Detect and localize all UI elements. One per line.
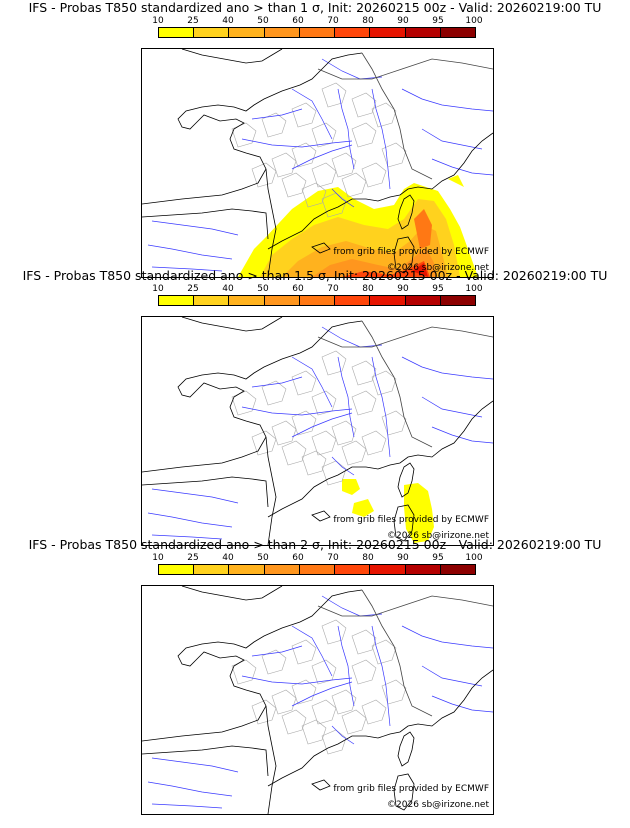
legend-swatch	[299, 28, 336, 37]
forecast-panel: IFS - Probas T850 standardized ano > tha…	[0, 268, 630, 546]
legend-swatch	[159, 296, 195, 305]
panel-title: IFS - Probas T850 standardized ano > tha…	[28, 0, 602, 15]
legend-swatch	[194, 565, 230, 574]
source-credit: from grib files provided by ECMWF	[333, 784, 489, 794]
legend-swatch	[264, 28, 300, 37]
legend-swatch	[370, 565, 406, 574]
legend-tick-label: 40	[222, 284, 234, 294]
probability-overlay	[238, 175, 478, 277]
legend-tick-label: 80	[362, 16, 374, 26]
legend-colorbar	[158, 27, 476, 38]
legend-tick-label: 70	[327, 16, 339, 26]
legend-tick-label: 70	[327, 553, 339, 563]
legend-swatch	[335, 565, 371, 574]
legend-tick-label: 10	[152, 16, 164, 26]
coastlines	[142, 317, 493, 545]
legend-swatch	[229, 296, 265, 305]
map-svg	[142, 317, 493, 545]
source-credit: from grib files provided by ECMWF	[333, 515, 489, 525]
color-legend: 10 25 40 50 60 70 80 90 95 100	[152, 284, 483, 308]
legend-colorbar	[158, 564, 476, 575]
legend-tick-label: 25	[187, 16, 199, 26]
rivers	[147, 326, 493, 540]
legend-tick-label: 60	[292, 284, 304, 294]
legend-swatch	[440, 28, 475, 37]
copyright-credit: ©2026 sb@irizone.net	[387, 531, 489, 541]
legend-swatch	[264, 565, 300, 574]
copyright-credit: ©2026 sb@irizone.net	[387, 263, 489, 273]
admin-borders	[231, 82, 407, 218]
legend-tick-label: 90	[397, 553, 409, 563]
legend-swatch	[159, 28, 195, 37]
legend-tick-label: 60	[292, 553, 304, 563]
admin-borders	[231, 619, 407, 755]
probability-overlay	[342, 479, 434, 543]
color-legend: 10 25 40 50 60 70 80 90 95 100	[152, 553, 483, 577]
legend-colorbar	[158, 295, 476, 306]
legend-tick-label: 70	[327, 284, 339, 294]
legend-tick-label: 100	[465, 16, 483, 26]
legend-tick-label: 40	[222, 16, 234, 26]
source-credit: from grib files provided by ECMWF	[333, 247, 489, 257]
legend-tick-label: 95	[432, 553, 444, 563]
legend-swatch	[229, 565, 265, 574]
legend-tick-label: 10	[152, 553, 164, 563]
legend-swatch	[335, 296, 371, 305]
legend-swatch	[405, 565, 441, 574]
map-area: from grib files provided by ECMWF ©2026 …	[141, 585, 494, 815]
legend-tick-label: 50	[257, 284, 269, 294]
rivers	[147, 595, 493, 809]
map-area: from grib files provided by ECMWF ©2026 …	[141, 316, 494, 546]
map-svg	[142, 586, 493, 814]
legend-tick-label: 90	[397, 16, 409, 26]
legend-tick-label: 50	[257, 553, 269, 563]
legend-swatch	[405, 296, 441, 305]
legend-tick-label: 40	[222, 553, 234, 563]
legend-swatch	[440, 565, 475, 574]
color-legend: 10 25 40 50 60 70 80 90 95 100	[152, 16, 483, 40]
legend-tick-label: 25	[187, 284, 199, 294]
legend-tick-label: 90	[397, 284, 409, 294]
legend-swatch	[194, 28, 230, 37]
legend-ticks: 10 25 40 50 60 70 80 90 95 100	[152, 553, 482, 563]
panel-title: IFS - Probas T850 standardized ano > tha…	[22, 268, 608, 283]
legend-tick-label: 60	[292, 16, 304, 26]
legend-swatch	[370, 296, 406, 305]
panel-title: IFS - Probas T850 standardized ano > tha…	[28, 537, 602, 552]
legend-tick-label: 25	[187, 553, 199, 563]
legend-tick-label: 80	[362, 284, 374, 294]
copyright-credit: ©2026 sb@irizone.net	[387, 800, 489, 810]
rivers	[147, 58, 493, 272]
legend-swatch	[194, 296, 230, 305]
legend-swatch	[440, 296, 475, 305]
map-area: from grib files provided by ECMWF ©2026 …	[141, 48, 494, 278]
legend-tick-label: 100	[465, 553, 483, 563]
admin-borders	[231, 350, 407, 486]
legend-tick-label: 95	[432, 284, 444, 294]
legend-swatch	[405, 28, 441, 37]
legend-swatch	[159, 565, 195, 574]
legend-tick-label: 10	[152, 284, 164, 294]
legend-tick-label: 95	[432, 16, 444, 26]
forecast-panel: IFS - Probas T850 standardized ano > tha…	[0, 0, 630, 278]
legend-swatch	[335, 28, 371, 37]
legend-swatch	[299, 565, 336, 574]
legend-tick-label: 50	[257, 16, 269, 26]
coastlines	[142, 586, 493, 814]
legend-tick-label: 100	[465, 284, 483, 294]
legend-tick-label: 80	[362, 553, 374, 563]
legend-ticks: 10 25 40 50 60 70 80 90 95 100	[152, 284, 482, 294]
legend-swatch	[264, 296, 300, 305]
coastlines	[142, 49, 493, 277]
legend-swatch	[299, 296, 336, 305]
forecast-panel: IFS - Probas T850 standardized ano > tha…	[0, 537, 630, 815]
legend-swatch	[370, 28, 406, 37]
legend-ticks: 10 25 40 50 60 70 80 90 95 100	[152, 16, 482, 26]
legend-swatch	[229, 28, 265, 37]
map-svg	[142, 49, 493, 277]
